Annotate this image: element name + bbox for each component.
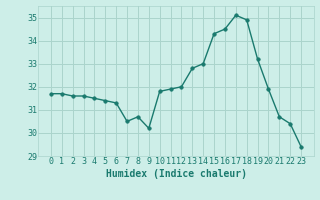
X-axis label: Humidex (Indice chaleur): Humidex (Indice chaleur) [106,169,246,179]
